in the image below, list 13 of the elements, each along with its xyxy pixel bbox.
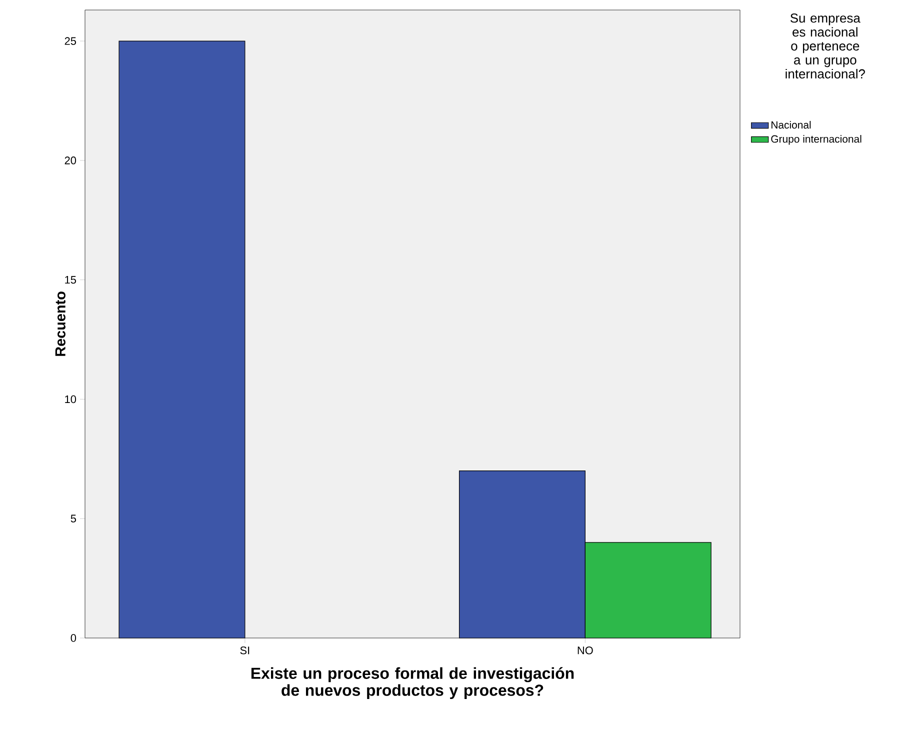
y-axis-title: Recuento (55, 292, 66, 356)
legend-label: Nacional (772, 120, 811, 129)
x-axis-title: Existe un proceso formal de investigación de nuevos productos y procesos? (251, 667, 574, 700)
y-tick-label: 25 (64, 37, 76, 45)
y-tick-label: 5 (70, 514, 76, 522)
y-tick-label: 10 (65, 395, 76, 404)
x-tick-label: NO (578, 646, 593, 654)
x-tick-label: SI (240, 646, 250, 654)
legend-title: Su empresa es nacional o pertenece a un grupo internacional? (786, 14, 865, 78)
legend-label: Grupo internacional (771, 134, 862, 145)
y-tick-label: 15 (65, 276, 76, 284)
y-tick-label: 0 (70, 634, 76, 642)
y-tick-label: 20 (64, 156, 76, 164)
